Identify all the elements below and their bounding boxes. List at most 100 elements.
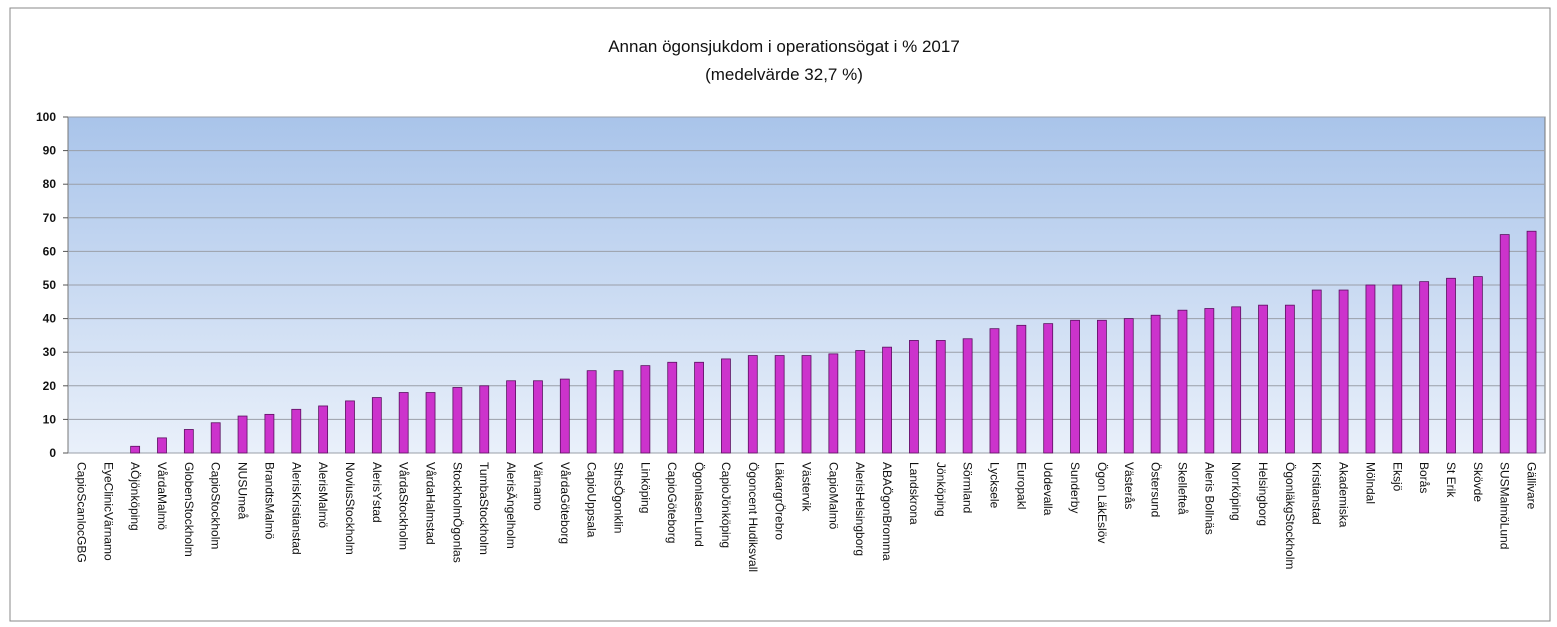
bar — [1231, 306, 1242, 454]
x-tick-label: AlerisYstad — [370, 462, 384, 523]
bar — [398, 392, 409, 454]
bar — [1446, 277, 1456, 454]
bar — [130, 445, 141, 454]
y-tick-label: 70 — [43, 211, 57, 225]
x-tick-label: Lycksele — [987, 462, 1001, 509]
x-tick-label: NoviusStockholm — [343, 462, 357, 555]
x-tick-label: Östersund — [1149, 462, 1163, 517]
bar — [371, 397, 382, 454]
bar — [318, 405, 329, 454]
bar — [1338, 289, 1349, 454]
bar — [291, 408, 302, 454]
x-tick-label: LäkargrÖrebro — [773, 462, 787, 540]
bar — [1472, 276, 1483, 454]
x-tick-label: StockholmÖgonlas — [450, 462, 464, 563]
bar — [1016, 324, 1027, 454]
bar — [1097, 319, 1107, 454]
bar — [1043, 323, 1054, 454]
chart-subtitle: (medelvärde 32,7 %) — [705, 65, 863, 84]
bar — [264, 413, 275, 454]
bar — [157, 437, 167, 454]
x-tick-label: AlerisHelsingborg — [853, 462, 867, 556]
bar — [694, 361, 704, 454]
bar — [962, 338, 973, 454]
bar — [774, 355, 785, 454]
bar — [989, 328, 1000, 454]
bar — [452, 387, 463, 454]
x-tick-label: BrandtsMalmö — [262, 462, 276, 540]
x-tick-label: SUSMalmöLund — [1498, 462, 1512, 549]
y-tick-label: 60 — [43, 244, 57, 258]
y-tick-label: 100 — [36, 110, 56, 124]
x-tick-label: Sunderby — [1068, 462, 1082, 513]
bar — [1204, 308, 1215, 454]
bar — [640, 365, 651, 454]
bar — [909, 340, 919, 454]
x-tick-label: ÖgonläkgStockholm — [1283, 462, 1297, 569]
bar — [210, 422, 221, 454]
y-tick-label: 20 — [43, 379, 57, 393]
x-tick-label: ÖgonlasenLund — [692, 462, 706, 547]
x-tick-label: CapioMalmö — [826, 462, 840, 530]
x-tick-label: NUSUmeå — [236, 462, 250, 520]
x-tick-label: CapioGöteborg — [665, 462, 679, 543]
x-tick-label: SthsÖgonklin — [612, 462, 626, 533]
bar — [506, 380, 517, 454]
y-tick-label: 40 — [43, 312, 57, 326]
bar — [1499, 234, 1510, 454]
x-tick-label: AlerisÄngelholm — [504, 462, 518, 549]
y-tick-label: 10 — [43, 412, 57, 426]
bar — [345, 400, 355, 454]
x-tick-label: Uddevalla — [1041, 462, 1055, 516]
x-tick-label: CapioUppsala — [585, 462, 599, 538]
bar — [882, 346, 892, 454]
x-tick-label: CapioStockholm — [209, 462, 223, 549]
bar — [183, 429, 194, 454]
x-tick-label: AlerisKristianstad — [289, 462, 303, 555]
y-tick-label: 90 — [43, 144, 57, 158]
x-tick-label: TumbaStockholm — [477, 462, 491, 555]
x-tick-label: Akademiska — [1337, 462, 1351, 528]
bar — [1365, 284, 1376, 454]
y-tick-label: 80 — [43, 177, 57, 191]
x-tick-label: Mölndal — [1363, 462, 1377, 504]
bar — [237, 415, 248, 454]
x-tick-label: Linköping — [638, 462, 652, 513]
bar — [1150, 314, 1161, 454]
bar — [667, 361, 678, 454]
bar — [1258, 304, 1268, 454]
x-tick-label: AÖjönköping — [128, 462, 142, 531]
x-tick-label: Helsingborg — [1256, 462, 1270, 526]
bar — [721, 358, 731, 454]
y-tick-label: 50 — [43, 278, 57, 292]
x-tick-label: Ögon LäkEslöv — [1095, 462, 1109, 543]
bar — [1526, 230, 1537, 454]
x-tick-label: Skövde — [1471, 462, 1485, 502]
bar — [1311, 289, 1322, 454]
x-tick-label: Skellefteå — [1175, 462, 1189, 515]
bar — [935, 340, 946, 454]
bar — [1123, 318, 1134, 454]
x-tick-label: Europakl — [1014, 462, 1028, 509]
y-tick-label: 30 — [43, 345, 57, 359]
x-tick-label: Västervik — [800, 462, 814, 512]
bar — [828, 353, 839, 454]
bar — [533, 380, 543, 454]
x-tick-label: Landskrona — [907, 462, 921, 525]
x-tick-label: VårdaMalmö — [155, 462, 169, 530]
bar — [613, 370, 624, 454]
x-tick-label: Eksjö — [1390, 462, 1404, 492]
bar — [586, 370, 597, 454]
x-tick-label: GlobenStockholm — [182, 462, 196, 557]
x-tick-label: Aleris Bollnäs — [1202, 462, 1216, 535]
bar — [1177, 309, 1188, 454]
y-tick-label: 0 — [49, 446, 56, 460]
x-tick-label: Ögoncent Hudiksvall — [746, 462, 760, 572]
bar — [1070, 319, 1080, 454]
x-tick-label: Norrköping — [1229, 462, 1243, 521]
x-tick-label: Västerås — [1122, 462, 1136, 509]
bar — [1392, 284, 1403, 454]
x-tick-label: VårdaStockholm — [397, 462, 411, 550]
x-tick-label: AlerisMalmö — [316, 462, 330, 528]
